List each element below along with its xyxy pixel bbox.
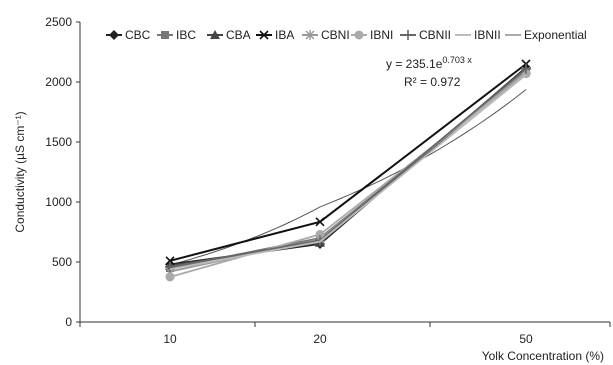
r-squared-text: R² = 0.972: [404, 75, 461, 89]
legend-marker: [305, 30, 315, 40]
data-point: [315, 235, 325, 246]
legend-label: CBNI: [321, 28, 350, 42]
legend-item: IBC: [157, 28, 196, 42]
legend-label: IBNI: [370, 28, 393, 42]
data-point: [165, 261, 175, 272]
legend-label: CBNII: [419, 28, 451, 42]
series-line: [169, 66, 527, 266]
legend-label: IBNII: [474, 28, 501, 42]
equation-text: y = 235.1e0.703 x: [386, 55, 472, 71]
legend-item: CBC: [106, 28, 151, 42]
y-axis-title: Conductivity (µS cm⁻¹): [13, 111, 27, 232]
series-layer: [165, 59, 531, 282]
series-line: [169, 74, 527, 271]
y-tick-label: 500: [52, 255, 72, 269]
legend-marker: [354, 30, 364, 40]
trendline-exponential: [169, 89, 527, 266]
data-point: [165, 256, 175, 266]
x-tick-label: 50: [519, 332, 533, 346]
x-axis-title: Yolk Concentration (%): [482, 349, 604, 363]
series-line: [169, 69, 527, 267]
y-tick-label: 0: [65, 315, 72, 329]
data-point: [165, 272, 175, 282]
legend-item: CBNI: [302, 28, 350, 42]
trendline-equation: y = 235.1e0.703 x R² = 0.972: [386, 55, 472, 89]
y-tick-label: 1000: [45, 195, 72, 209]
x-ticks: 10 20 50: [79, 322, 611, 346]
legend-label: Exponential: [524, 28, 587, 42]
legend-marker: [109, 30, 119, 40]
legend-marker: [210, 30, 220, 39]
series-line: [169, 63, 527, 262]
series-ibnii: [169, 74, 527, 271]
legend-item: IBNII: [455, 28, 501, 42]
y-tick-label: 1500: [45, 135, 72, 149]
data-point: [315, 217, 325, 227]
legend-label: CBC: [125, 28, 151, 42]
legend-label: IBA: [275, 28, 294, 42]
x-tick-label: 20: [313, 332, 327, 346]
legend-item: IBNI: [351, 28, 393, 42]
legend-marker: [259, 30, 269, 40]
series-cbnii: [165, 63, 531, 272]
legend-item: Exponential: [505, 28, 587, 42]
legend-item: CBA: [207, 28, 251, 42]
legend-marker: [161, 31, 169, 39]
series-cbni: [165, 66, 531, 277]
series-line: [169, 70, 527, 273]
y-tick-label: 2000: [45, 75, 72, 89]
y-ticks: 0 500 1000 1500 2000 2500: [45, 15, 80, 329]
series-line: [169, 68, 527, 268]
trendline-layer: [169, 89, 527, 266]
legend: CBC IBC CBA IBA CBNI IBNI CBNII IBNII Exponentia…: [106, 28, 587, 42]
data-point: [521, 63, 531, 74]
legend-label: IBC: [176, 28, 196, 42]
series-ibc: [166, 68, 530, 272]
legend-item: CBNII: [400, 28, 451, 42]
legend-marker: [403, 30, 413, 40]
legend-label: CBA: [226, 28, 251, 42]
x-tick-label: 10: [163, 332, 177, 346]
axes: [79, 22, 610, 323]
series-cba: [165, 65, 531, 270]
series-line: [169, 71, 527, 269]
series-ibni: [165, 69, 531, 282]
series-cbc: [165, 62, 531, 270]
y-tick-label: 2500: [45, 15, 72, 29]
series-iba: [165, 59, 531, 266]
legend-item: IBA: [256, 28, 294, 42]
data-point: [315, 229, 325, 239]
